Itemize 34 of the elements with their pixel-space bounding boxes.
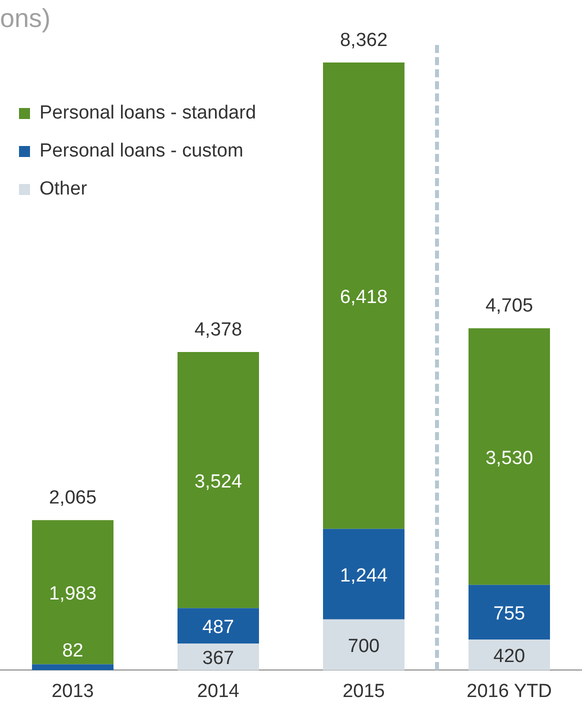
legend-label: Personal loans - standard xyxy=(40,102,256,124)
bar xyxy=(178,644,259,670)
legend-label: Personal loans - custom xyxy=(40,140,244,162)
data-label: 82 xyxy=(62,640,84,662)
data-label: 487 xyxy=(202,617,234,638)
legend-label: Other xyxy=(40,178,88,200)
x-tick-label: 2013 xyxy=(52,680,94,702)
bar xyxy=(178,608,259,644)
total-label: 2,065 xyxy=(48,487,97,508)
total-label: 8,362 xyxy=(340,30,388,51)
bar xyxy=(468,328,550,585)
data-label: 367 xyxy=(202,648,234,670)
x-tick-label: 2015 xyxy=(342,680,385,702)
bar xyxy=(323,528,404,620)
bar xyxy=(32,520,114,664)
total-label: 4,705 xyxy=(485,296,534,317)
bar xyxy=(323,619,404,670)
bar xyxy=(178,352,259,608)
data-label: 6,418 xyxy=(340,286,388,308)
bar xyxy=(468,640,550,670)
x-tick-label: 2014 xyxy=(197,680,240,702)
bar xyxy=(468,584,550,640)
data-label: 3,530 xyxy=(485,448,534,469)
chart-title: ons) xyxy=(0,2,51,33)
data-label: 420 xyxy=(493,646,526,668)
data-label: 700 xyxy=(348,636,380,657)
bar xyxy=(323,62,404,529)
bar xyxy=(32,664,114,670)
data-label: 1,983 xyxy=(48,583,97,604)
total-label: 4,378 xyxy=(194,319,242,340)
data-label: 1,244 xyxy=(340,565,388,586)
data-label: 3,524 xyxy=(194,471,242,492)
data-label: 755 xyxy=(493,603,526,624)
x-tick-label: 2016 YTD xyxy=(466,680,552,702)
